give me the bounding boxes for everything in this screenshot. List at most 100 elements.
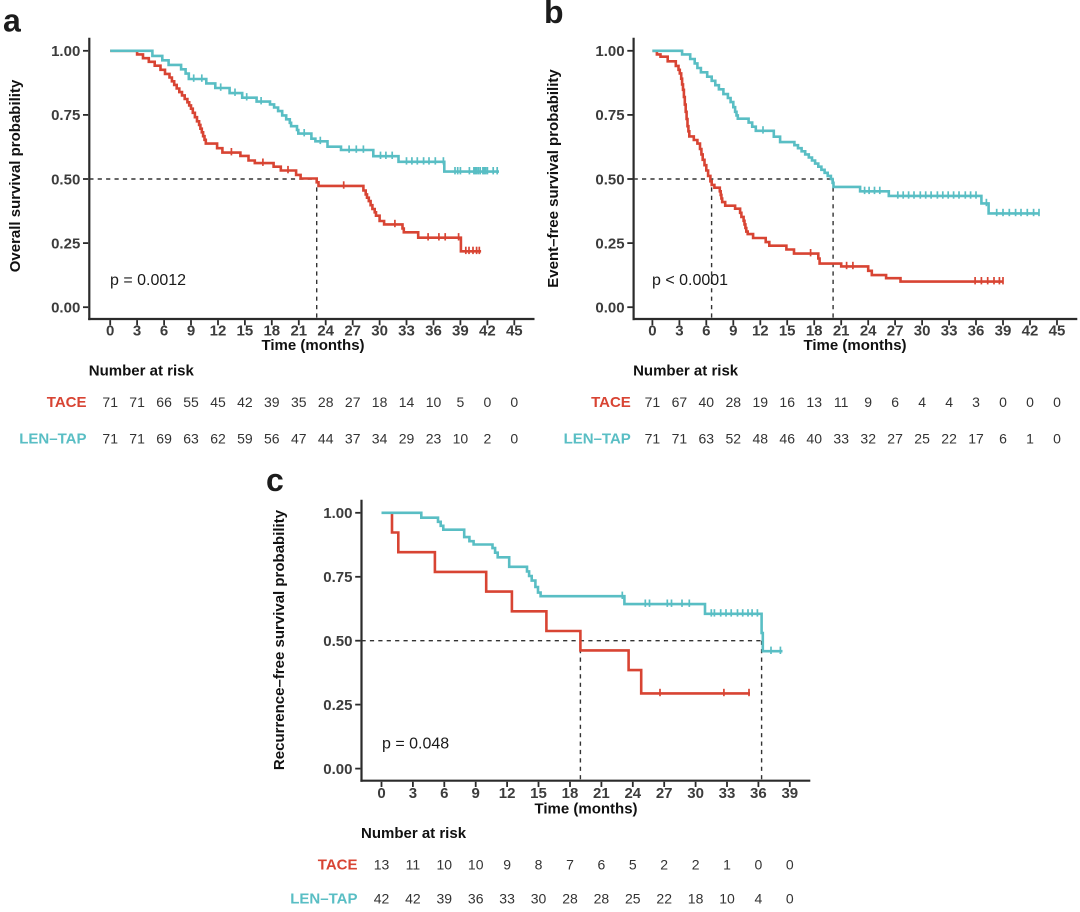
svg-text:62: 62 xyxy=(210,431,226,447)
svg-text:10: 10 xyxy=(468,857,484,873)
svg-text:0.50: 0.50 xyxy=(595,171,624,188)
svg-text:8: 8 xyxy=(535,857,543,873)
svg-text:42: 42 xyxy=(479,323,496,340)
svg-text:18: 18 xyxy=(688,890,704,906)
svg-text:71: 71 xyxy=(129,394,145,410)
svg-text:Number at risk: Number at risk xyxy=(633,363,739,380)
svg-text:14: 14 xyxy=(399,394,415,410)
svg-text:32: 32 xyxy=(860,431,876,447)
svg-text:28: 28 xyxy=(726,394,742,410)
svg-text:2: 2 xyxy=(484,431,492,447)
svg-text:44: 44 xyxy=(318,431,334,447)
svg-text:b: b xyxy=(544,0,564,30)
svg-text:0: 0 xyxy=(377,785,385,802)
svg-text:63: 63 xyxy=(699,431,715,447)
svg-text:25: 25 xyxy=(625,890,641,906)
svg-text:9: 9 xyxy=(864,394,872,410)
svg-text:21: 21 xyxy=(593,785,610,802)
svg-text:9: 9 xyxy=(472,785,480,802)
svg-text:4: 4 xyxy=(945,394,953,410)
svg-text:15: 15 xyxy=(237,323,254,340)
svg-text:6: 6 xyxy=(999,431,1007,447)
svg-text:71: 71 xyxy=(102,431,118,447)
svg-text:18: 18 xyxy=(806,323,823,340)
svg-text:39: 39 xyxy=(781,785,798,802)
svg-text:3: 3 xyxy=(409,785,417,802)
svg-text:30: 30 xyxy=(531,890,547,906)
svg-text:p = 0.0012: p = 0.0012 xyxy=(110,272,186,289)
svg-text:71: 71 xyxy=(102,394,118,410)
svg-text:22: 22 xyxy=(656,890,672,906)
svg-text:1.00: 1.00 xyxy=(323,505,352,522)
svg-text:10: 10 xyxy=(719,890,735,906)
svg-text:63: 63 xyxy=(183,431,199,447)
svg-text:40: 40 xyxy=(806,431,822,447)
svg-text:36: 36 xyxy=(968,323,985,340)
svg-text:10: 10 xyxy=(426,394,442,410)
svg-text:11: 11 xyxy=(834,394,849,410)
svg-text:40: 40 xyxy=(699,394,715,410)
svg-text:p < 0.0001: p < 0.0001 xyxy=(652,272,728,289)
svg-text:66: 66 xyxy=(156,394,172,410)
svg-text:27: 27 xyxy=(345,394,361,410)
svg-text:9: 9 xyxy=(729,323,737,340)
svg-text:23: 23 xyxy=(426,431,442,447)
svg-text:15: 15 xyxy=(779,323,796,340)
svg-text:3: 3 xyxy=(133,323,141,340)
svg-text:24: 24 xyxy=(860,323,877,340)
svg-text:10: 10 xyxy=(437,857,453,873)
svg-text:Time (months): Time (months) xyxy=(261,337,364,354)
svg-text:47: 47 xyxy=(291,431,307,447)
svg-text:0: 0 xyxy=(755,857,763,873)
svg-text:0: 0 xyxy=(510,394,518,410)
svg-text:Time (months): Time (months) xyxy=(534,801,637,818)
svg-text:0.75: 0.75 xyxy=(51,107,80,124)
svg-text:33: 33 xyxy=(833,431,849,447)
svg-text:33: 33 xyxy=(398,323,415,340)
svg-text:27: 27 xyxy=(887,431,903,447)
svg-text:30: 30 xyxy=(687,785,704,802)
svg-text:3: 3 xyxy=(675,323,683,340)
svg-text:0: 0 xyxy=(484,394,492,410)
svg-text:28: 28 xyxy=(594,890,610,906)
svg-text:6: 6 xyxy=(440,785,448,802)
svg-text:39: 39 xyxy=(437,890,453,906)
svg-text:1: 1 xyxy=(1026,431,1034,447)
svg-text:TACE: TACE xyxy=(47,394,87,411)
svg-text:34: 34 xyxy=(372,431,388,447)
svg-text:37: 37 xyxy=(345,431,361,447)
svg-text:0.25: 0.25 xyxy=(51,235,80,252)
svg-text:0.00: 0.00 xyxy=(323,761,352,778)
svg-text:0: 0 xyxy=(1053,431,1061,447)
svg-text:18: 18 xyxy=(372,394,388,410)
svg-text:36: 36 xyxy=(468,890,484,906)
svg-text:21: 21 xyxy=(290,323,307,340)
svg-text:a: a xyxy=(3,3,21,39)
svg-text:2: 2 xyxy=(660,857,668,873)
svg-text:33: 33 xyxy=(499,890,515,906)
svg-text:0.50: 0.50 xyxy=(51,171,80,188)
svg-text:45: 45 xyxy=(1049,323,1066,340)
svg-text:0.25: 0.25 xyxy=(323,697,352,714)
svg-text:2: 2 xyxy=(692,857,700,873)
svg-text:33: 33 xyxy=(941,323,958,340)
svg-text:21: 21 xyxy=(833,323,850,340)
svg-text:0: 0 xyxy=(786,890,794,906)
svg-text:12: 12 xyxy=(752,323,769,340)
svg-text:0: 0 xyxy=(786,857,794,873)
svg-text:p = 0.048: p = 0.048 xyxy=(382,736,449,753)
svg-text:1.00: 1.00 xyxy=(51,43,80,60)
svg-text:17: 17 xyxy=(968,431,984,447)
svg-text:4: 4 xyxy=(918,394,926,410)
svg-text:42: 42 xyxy=(1022,323,1039,340)
svg-text:27: 27 xyxy=(656,785,673,802)
svg-text:45: 45 xyxy=(210,394,226,410)
svg-text:0.00: 0.00 xyxy=(595,300,624,317)
svg-text:18: 18 xyxy=(562,785,579,802)
svg-text:6: 6 xyxy=(702,323,710,340)
svg-text:39: 39 xyxy=(452,323,469,340)
svg-text:5: 5 xyxy=(629,857,637,873)
svg-text:0.25: 0.25 xyxy=(595,235,624,252)
svg-text:13: 13 xyxy=(806,394,822,410)
svg-text:7: 7 xyxy=(566,857,574,873)
